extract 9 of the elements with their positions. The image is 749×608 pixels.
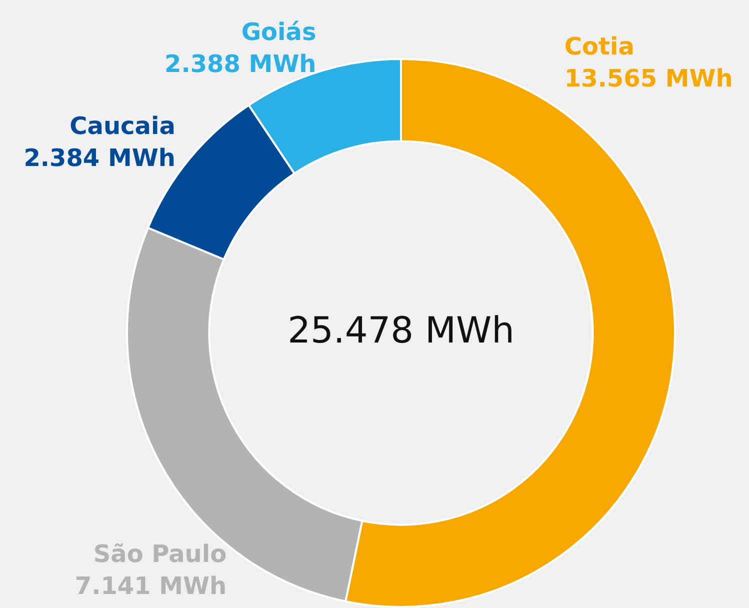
slice-label: Cotia: [564, 32, 634, 61]
slice-label: Goiás: [241, 18, 316, 46]
data-label: 2.384 MWh: [24, 144, 176, 172]
data-label: 13.565 MWh: [564, 64, 733, 93]
data-label: 2.388 MWh: [164, 50, 316, 78]
text: 25.478 MWh: [288, 310, 514, 352]
data-label: 7.141 MWh: [74, 572, 227, 600]
slice-label: Caucaia: [70, 112, 176, 140]
slice-label: São Paulo: [93, 540, 227, 568]
